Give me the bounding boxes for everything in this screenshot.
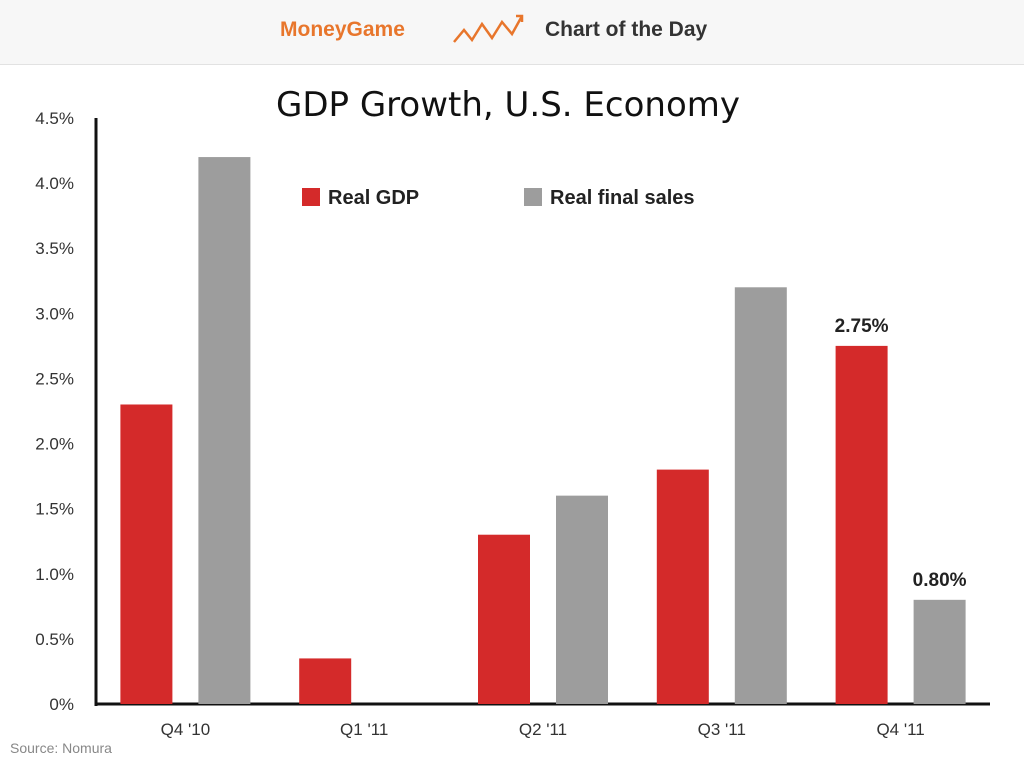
- trend-line-icon: [453, 14, 524, 43]
- y-tick-label: 4.5%: [35, 109, 74, 128]
- chart-title: GDP Growth, U.S. Economy: [276, 85, 740, 125]
- x-tick-label: Q3 '11: [698, 720, 746, 739]
- bar-real-final-sales: [734, 287, 787, 704]
- y-tick-label: 0%: [49, 695, 74, 714]
- data-label: 2.75%: [835, 316, 889, 337]
- x-tick-label: Q4 '10: [161, 720, 211, 739]
- bar-real-gdp: [478, 534, 530, 704]
- bar-real-final-sales: [198, 157, 251, 705]
- bar-real-gdp: [835, 345, 888, 704]
- x-tick-label: Q4 '11: [876, 720, 924, 739]
- y-tick-label: 1.0%: [35, 565, 74, 584]
- data-label: 0.80%: [913, 570, 967, 591]
- legend-label: Real final sales: [550, 187, 695, 209]
- x-tick-label: Q2 '11: [519, 720, 567, 739]
- y-tick-label: 2.0%: [35, 435, 74, 454]
- brand-name: MoneyGame: [280, 18, 405, 41]
- bar-real-gdp: [656, 469, 709, 704]
- y-tick-label: 2.5%: [35, 369, 74, 388]
- legend-swatch: [302, 188, 320, 206]
- y-tick-label: 1.5%: [35, 500, 74, 519]
- bar-real-gdp: [299, 658, 352, 704]
- y-tick-label: 4.0%: [35, 174, 74, 193]
- legend-label: Real GDP: [328, 187, 419, 209]
- legend-swatch: [524, 188, 542, 206]
- gdp-growth-bar-chart: GDP Growth, U.S. Economy 0% 0.5% 1.0% 1.5% 2.…: [35, 85, 990, 739]
- bar-real-final-sales: [913, 599, 966, 704]
- y-tick-label: 3.5%: [35, 239, 74, 258]
- x-tick-label: Q1 '11: [340, 720, 388, 739]
- chart-of-the-day-banner: MoneyGame Chart of the Day: [0, 0, 1024, 65]
- bar-real-final-sales: [556, 495, 608, 704]
- section-title: Chart of the Day: [545, 18, 708, 41]
- bar-real-gdp: [120, 404, 173, 704]
- chart-source: Source: Nomura: [10, 740, 112, 756]
- y-tick-label: 3.0%: [35, 304, 74, 323]
- y-tick-label: 0.5%: [35, 630, 74, 649]
